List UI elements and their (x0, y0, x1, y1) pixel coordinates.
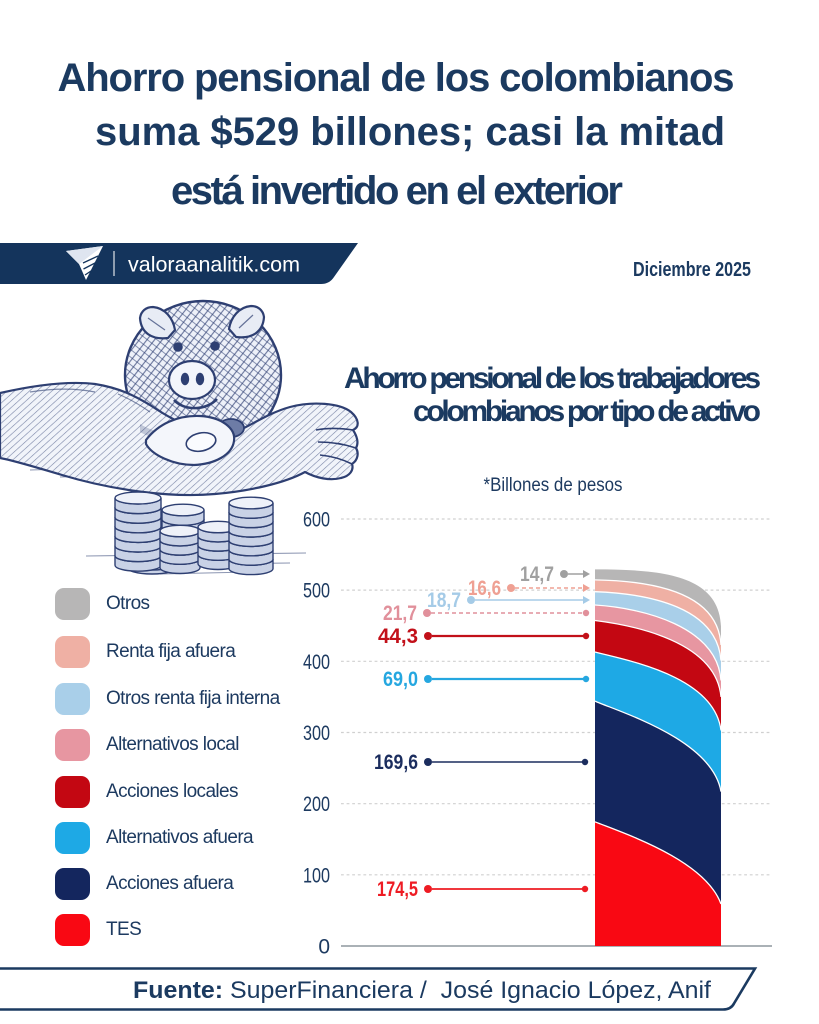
svg-text:169,6: 169,6 (374, 751, 418, 774)
svg-text:16,6: 16,6 (468, 577, 501, 600)
svg-text:Fuente: SuperFinanciera / Jos: Fuente: SuperFinanciera / José Ignacio L… (133, 977, 711, 1004)
svg-text:suma $529 billones; casi la mi: suma $529 billones; casi la mitad (95, 110, 725, 154)
svg-text:500: 500 (303, 580, 330, 603)
svg-text:*Billones de pesos: *Billones de pesos (484, 474, 623, 496)
svg-text:Ahorro pensional de los trabaj: Ahorro pensional de los trabajadores (344, 362, 761, 395)
svg-text:14,7: 14,7 (520, 563, 554, 586)
svg-text:300: 300 (303, 722, 330, 745)
svg-text:21,7: 21,7 (383, 602, 417, 625)
svg-text:0: 0 (318, 936, 330, 959)
svg-text:174,5: 174,5 (377, 878, 418, 901)
svg-text:colombianos por tipo de activo: colombianos por tipo de activo (413, 395, 761, 428)
svg-text:18,7: 18,7 (427, 589, 461, 612)
svg-text:valoraanalitik.com: valoraanalitik.com (128, 254, 300, 277)
svg-text:está invertido en el exterior: está invertido en el exterior (171, 169, 623, 213)
svg-text:600: 600 (303, 509, 330, 532)
svg-text:Ahorro pensional de los colomb: Ahorro pensional de los colombianos (58, 56, 735, 100)
svg-text:Diciembre 2025: Diciembre 2025 (633, 258, 751, 281)
svg-text:44,3: 44,3 (378, 625, 418, 648)
svg-text:200: 200 (303, 793, 330, 816)
svg-text:69,0: 69,0 (383, 668, 418, 691)
svg-text:400: 400 (303, 651, 330, 674)
svg-text:100: 100 (303, 864, 330, 887)
